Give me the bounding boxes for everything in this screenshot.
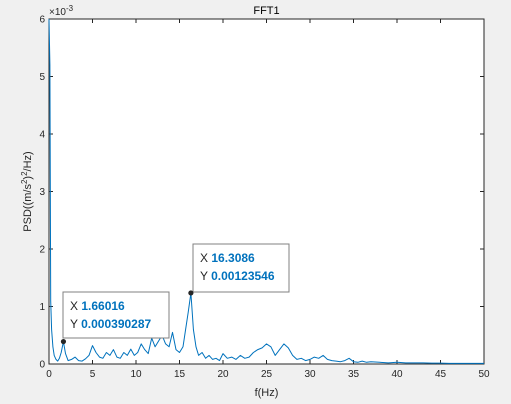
x-tick-label: 50 bbox=[478, 369, 490, 380]
y-exponent-label: ×10-3 bbox=[49, 4, 74, 18]
y-tick-label: 5 bbox=[39, 72, 45, 83]
x-tick-label: 45 bbox=[435, 369, 447, 380]
datatip[interactable]: X 16.3086 Y 0.00123546 bbox=[188, 243, 290, 296]
series-layer bbox=[48, 18, 484, 364]
datatip-x-row: X 16.3086 bbox=[200, 251, 255, 265]
y-axis-label: PSD((m/s2)2/Hz) bbox=[20, 151, 34, 231]
y-tick-label: 6 bbox=[39, 15, 45, 26]
y-tick-label: 2 bbox=[39, 245, 45, 256]
datatip-box bbox=[62, 291, 170, 339]
x-tick-label: 15 bbox=[174, 369, 186, 380]
x-axis-label: f(Hz) bbox=[255, 387, 279, 399]
x-tick-label: 5 bbox=[90, 369, 96, 380]
datatip-marker bbox=[60, 338, 67, 345]
x-tick-label: 35 bbox=[348, 369, 360, 380]
datatip-y-row: Y 0.00123546 bbox=[200, 269, 275, 283]
y-tick-label: 0 bbox=[39, 360, 45, 371]
y-tick-label: 3 bbox=[39, 187, 45, 198]
datatip-box bbox=[192, 243, 290, 293]
x-tick-label: 0 bbox=[46, 369, 52, 380]
chart-title: FFT1 bbox=[253, 5, 279, 17]
datatip-x-row: X 1.66016 bbox=[70, 299, 125, 313]
psd-series-line bbox=[48, 18, 484, 364]
datatip-y-row: Y 0.000390287 bbox=[70, 317, 152, 331]
y-tick-label: 4 bbox=[39, 130, 45, 141]
x-tick-label: 40 bbox=[391, 369, 403, 380]
x-tick-label: 30 bbox=[304, 369, 316, 380]
x-tick-label: 10 bbox=[130, 369, 142, 380]
x-axis-ticks: 0 5 10 15 20 25 30 35 40 45 50 bbox=[46, 19, 490, 380]
datatip[interactable]: X 1.66016 Y 0.000390287 bbox=[60, 291, 170, 345]
datatip-marker bbox=[188, 290, 194, 296]
y-tick-label: 1 bbox=[39, 302, 45, 313]
x-tick-label: 20 bbox=[217, 369, 229, 380]
x-tick-label: 25 bbox=[261, 369, 273, 380]
datatip-layer: X 1.66016 Y 0.000390287 X 16.3086 Y 0.00123… bbox=[60, 243, 290, 345]
